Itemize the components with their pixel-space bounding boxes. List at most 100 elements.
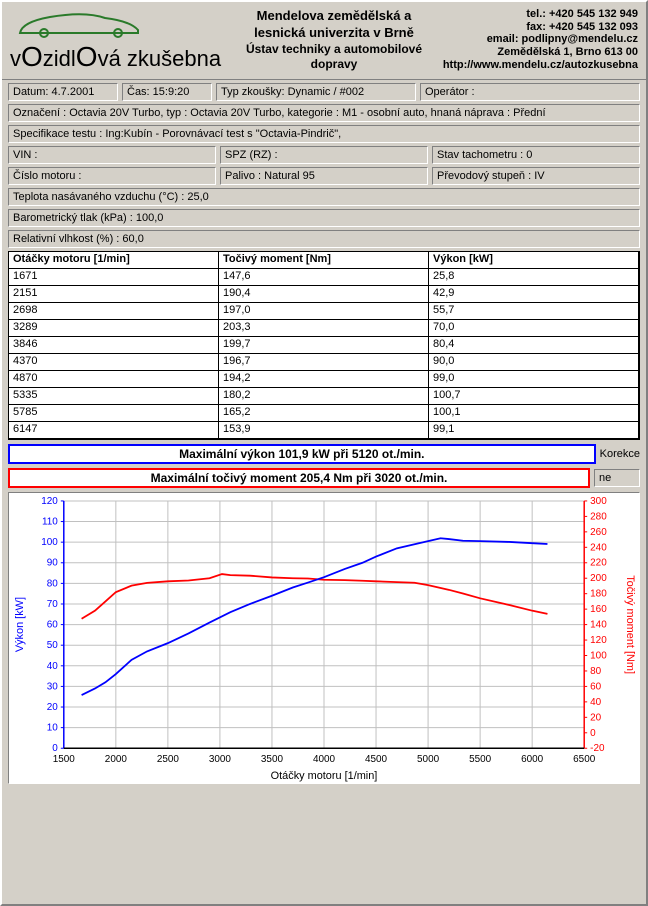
table-row: 1671147,625,8 [9, 269, 639, 286]
svg-text:80: 80 [47, 578, 59, 589]
cislomot-field: Číslo motoru : [8, 167, 216, 185]
svg-text:110: 110 [42, 517, 58, 528]
table-cell: 42,9 [429, 286, 639, 303]
table-row: 2698197,055,7 [9, 303, 639, 320]
chart-svg: 1500200025003000350040004500500055006000… [9, 493, 639, 783]
table-cell: 5335 [9, 388, 219, 405]
email: email: podlipny@mendelu.cz [438, 33, 638, 46]
spz-field: SPZ (RZ) : [220, 146, 428, 164]
table-cell: 3289 [9, 320, 219, 337]
table-cell: 190,4 [219, 286, 429, 303]
table-row: 3289203,370,0 [9, 320, 639, 337]
teplota-field: Teplota nasávaného vzduchu (°C) : 25,0 [8, 188, 640, 206]
table-cell: 147,6 [219, 269, 429, 286]
korekce-label: Korekce [600, 448, 640, 460]
org-line2: Ústav techniky a automobilové dopravy [230, 42, 438, 73]
table-cell: 80,4 [429, 337, 639, 354]
logo-area: vOzidlOvá zkušebna [10, 8, 230, 73]
summary-power-row: Maximální výkon 101,9 kW při 5120 ot./mi… [8, 444, 640, 464]
palivo-field: Palivo : Natural 95 [220, 167, 428, 185]
svg-text:90: 90 [47, 558, 59, 569]
table-cell: 5785 [9, 405, 219, 422]
svg-text:1500: 1500 [53, 754, 76, 765]
report-window: vOzidlOvá zkušebna Mendelova zemědělská … [0, 0, 648, 906]
col-power: Výkon [kW] [429, 252, 639, 269]
cas-field: Čas: 15:9:20 [122, 83, 212, 101]
table-cell: 199,7 [219, 337, 429, 354]
table-cell: 4370 [9, 354, 219, 371]
table-row: 2151190,442,9 [9, 286, 639, 303]
svg-text:10: 10 [47, 723, 59, 734]
fax: fax: +420 545 132 093 [438, 21, 638, 34]
logo-text: vOzidlOvá zkušebna [10, 41, 230, 73]
svg-text:40: 40 [590, 697, 602, 708]
svg-text:260: 260 [590, 527, 607, 538]
table-cell: 194,2 [219, 371, 429, 388]
max-power-box: Maximální výkon 101,9 kW při 5120 ot./mi… [8, 444, 596, 464]
svg-text:30: 30 [47, 681, 59, 692]
svg-text:70: 70 [47, 599, 59, 610]
table-cell: 203,3 [219, 320, 429, 337]
table-cell: 100,1 [429, 405, 639, 422]
svg-text:Výkon [kW]: Výkon [kW] [14, 597, 26, 652]
svg-text:3500: 3500 [261, 754, 284, 765]
table-row: 3846199,780,4 [9, 337, 639, 354]
col-torque: Točivý moment [Nm] [219, 252, 429, 269]
car-outline-icon [10, 8, 150, 38]
summary-torque-row: Maximální točivý moment 205,4 Nm při 302… [8, 468, 640, 488]
col-rpm: Otáčky motoru [1/min] [9, 252, 219, 269]
url: http://www.mendelu.cz/autozkusebna [438, 59, 638, 72]
svg-text:20: 20 [47, 702, 59, 713]
header: vOzidlOvá zkušebna Mendelova zemědělská … [2, 2, 646, 80]
table-cell: 70,0 [429, 320, 639, 337]
table-row: 5335180,2100,7 [9, 388, 639, 405]
svg-text:-20: -20 [590, 743, 605, 754]
svg-text:6500: 6500 [573, 754, 596, 765]
svg-text:60: 60 [47, 620, 59, 631]
svg-text:4000: 4000 [313, 754, 336, 765]
svg-text:40: 40 [47, 661, 59, 672]
table-cell: 90,0 [429, 354, 639, 371]
spec-field: Specifikace testu : Ing:Kubín - Porovnáv… [8, 125, 640, 143]
table-row: 6147153,999,1 [9, 422, 639, 439]
prevod-field: Převodový stupeň : IV [432, 167, 640, 185]
svg-text:100: 100 [41, 537, 58, 548]
table-cell: 197,0 [219, 303, 429, 320]
dyno-chart: 1500200025003000350040004500500055006000… [8, 492, 640, 784]
svg-text:5000: 5000 [417, 754, 440, 765]
table-header: Otáčky motoru [1/min] Točivý moment [Nm]… [9, 252, 639, 269]
table-cell: 99,0 [429, 371, 639, 388]
svg-text:2000: 2000 [105, 754, 128, 765]
svg-text:200: 200 [590, 573, 607, 584]
max-torque-box: Maximální točivý moment 205,4 Nm při 302… [8, 468, 590, 488]
svg-text:140: 140 [590, 620, 607, 631]
table-cell: 3846 [9, 337, 219, 354]
vlhkost-field: Relativní vlhkost (%) : 60,0 [8, 230, 640, 248]
addr: Zemědělská 1, Brno 613 00 [438, 46, 638, 59]
header-org: Mendelova zemědělská a lesnická univerzi… [230, 8, 438, 73]
svg-text:100: 100 [590, 650, 607, 661]
table-cell: 180,2 [219, 388, 429, 405]
table-cell: 4870 [9, 371, 219, 388]
svg-text:Otáčky motoru [1/min]: Otáčky motoru [1/min] [271, 770, 378, 782]
table-cell: 165,2 [219, 405, 429, 422]
baro-field: Barometrický tlak (kPa) : 100,0 [8, 209, 640, 227]
typ-field: Typ zkoušky: Dynamic / #002 [216, 83, 416, 101]
svg-text:240: 240 [590, 542, 607, 553]
svg-text:180: 180 [590, 589, 607, 600]
svg-text:5500: 5500 [469, 754, 492, 765]
svg-text:6000: 6000 [521, 754, 544, 765]
svg-text:220: 220 [590, 558, 607, 569]
svg-text:80: 80 [590, 666, 602, 677]
svg-text:60: 60 [590, 681, 602, 692]
korekce-value: ne [594, 469, 640, 487]
table-cell: 2698 [9, 303, 219, 320]
operator-field: Operátor : [420, 83, 640, 101]
table-cell: 153,9 [219, 422, 429, 439]
table-cell: 2151 [9, 286, 219, 303]
svg-text:120: 120 [590, 635, 607, 646]
oznaceni-field: Označení : Octavia 20V Turbo, typ : Octa… [8, 104, 640, 122]
table-cell: 99,1 [429, 422, 639, 439]
table-row: 4370196,790,0 [9, 354, 639, 371]
svg-text:300: 300 [590, 496, 607, 507]
